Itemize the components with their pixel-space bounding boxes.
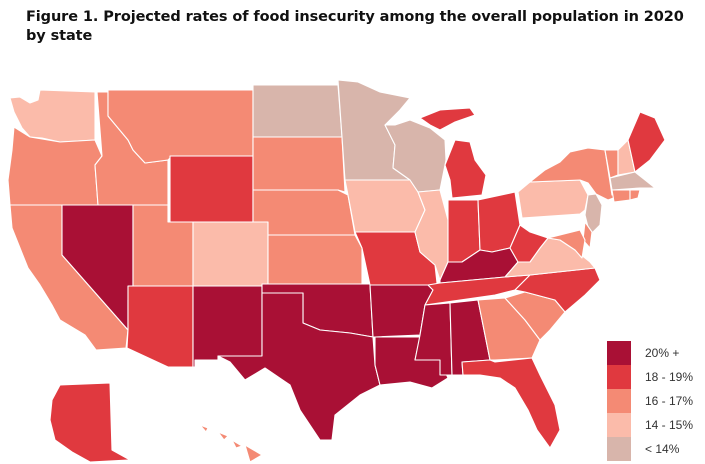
state-wv [509,224,549,263]
state-mi [419,107,487,199]
state-nj [584,193,603,236]
state-md [547,229,586,259]
state-ks [267,234,363,285]
state-fl [461,357,561,449]
legend-swatch [607,389,631,413]
legend-item: 16 - 17% [607,389,693,413]
legend-item: 18 - 19% [607,365,693,389]
state-me [627,111,666,173]
legend-label: 16 - 17% [645,394,694,408]
legend-label: 14 - 15% [645,418,694,432]
legend-label: < 14% [645,442,680,456]
legend-item: 14 - 15% [607,413,693,437]
state-ne [252,189,356,236]
state-il [414,189,449,281]
state-co [192,221,269,287]
state-nd [252,84,343,138]
state-tx [217,292,381,441]
state-ia [344,179,426,233]
state-ct [611,189,631,203]
state-az [126,285,194,368]
legend-swatch [607,365,631,389]
state-sd [252,136,346,193]
state-nm [192,285,263,368]
state-pa [517,179,589,219]
state-wy [169,155,254,223]
legend-label: 20% + [645,346,680,360]
state-hi [199,424,263,463]
legend: 20% + 18 - 19% 16 - 17% 14 - 15% < 14% [607,341,693,461]
state-ak [49,382,131,463]
legend-swatch [607,341,631,365]
state-ri [629,189,641,201]
legend-swatch [607,437,631,461]
legend-item: < 14% [607,437,693,461]
figure-title: Figure 1. Projected rates of food insecu… [26,9,684,44]
legend-swatch [607,413,631,437]
state-ny [529,147,631,201]
legend-label: 18 - 19% [645,370,694,384]
legend-item: 20% + [607,341,693,365]
